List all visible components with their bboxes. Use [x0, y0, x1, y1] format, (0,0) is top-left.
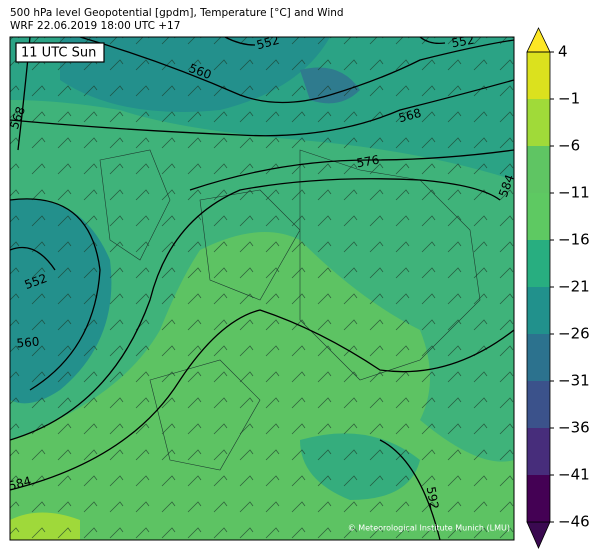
- time-label: 11 UTC Sun: [21, 46, 96, 61]
- colorbar-band: [527, 240, 550, 287]
- colorbar-tick-label: −6: [558, 137, 580, 155]
- colorbar-tick-label: −21: [558, 278, 590, 296]
- colorbar-tick-label: −11: [558, 184, 590, 202]
- colorbar-tick-label: −41: [558, 466, 590, 484]
- colorbar-band: [527, 428, 550, 475]
- contour-label: 568: [397, 106, 423, 125]
- contour-label: 592: [424, 485, 442, 510]
- colorbar-tick-label: −31: [558, 372, 590, 390]
- colorbar-band: [527, 193, 550, 240]
- title: 500 hPa level Geopotential [gpdm], Tempe…: [10, 7, 344, 19]
- colorbar-band: [527, 334, 550, 381]
- colorbar-tick-label: −46: [558, 513, 590, 531]
- colorbar-tick-label: −16: [558, 231, 590, 249]
- colorbar-band: [527, 146, 550, 193]
- colorbar-tick-label: −36: [558, 419, 590, 437]
- colorbar: 4 −1 −6 −11 −16 −21 −26 −31 −36 −41 −46: [526, 27, 590, 549]
- contour-label: 584: [496, 173, 517, 199]
- colorbar-band: [527, 475, 550, 522]
- contour-label: 576: [355, 153, 380, 171]
- credit: © Meteorological Institute Munich (LMU): [348, 524, 510, 533]
- colorbar-band: [527, 52, 550, 99]
- colorbar-extend-high: [526, 27, 551, 53]
- contour-label: 584: [7, 474, 33, 493]
- colorbar-tick-label: −1: [558, 90, 580, 108]
- colorbar-tick-label: 4: [558, 43, 568, 61]
- colorbar-extend-low: [526, 521, 551, 549]
- colorbar-tick-label: −26: [558, 325, 590, 343]
- subtitle: WRF 22.06.2019 18:00 UTC +17: [10, 20, 180, 32]
- contour-label: 552: [450, 33, 475, 51]
- colorbar-band: [527, 381, 550, 428]
- colorbar-band: [527, 99, 550, 146]
- contour-label: 560: [16, 335, 40, 351]
- colorbar-band: [527, 287, 550, 334]
